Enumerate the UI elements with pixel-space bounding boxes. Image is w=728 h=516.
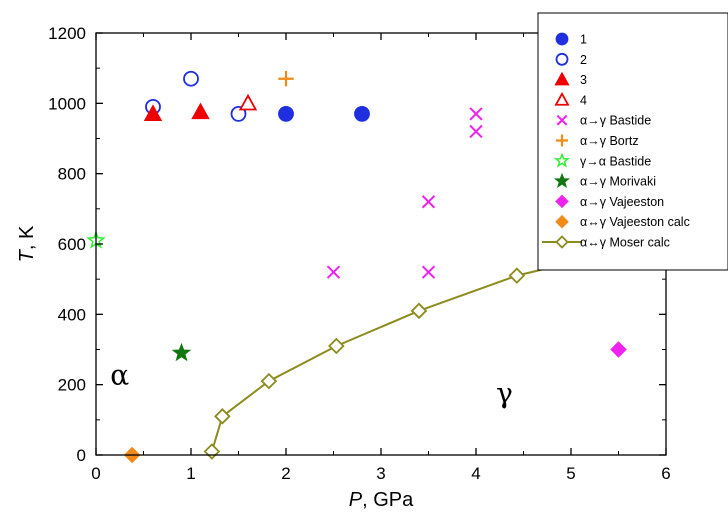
y-tick-label: 200 — [58, 376, 86, 395]
alphatogamma-moser-calc-point-5 — [410, 302, 428, 320]
data-markers — [86, 70, 627, 464]
alphatogamma-bastide-point-5 — [469, 107, 483, 121]
legend-label: 3 — [580, 73, 587, 87]
4-point-1 — [238, 93, 258, 111]
y-tick-label: 0 — [77, 446, 86, 465]
legend: 1 2 3 4 α→γ Bastide α→γ Bortz γ→α Bastide α→γ M… — [537, 12, 728, 271]
x-tick-label: 2 — [281, 464, 290, 483]
legend-marker-alphatogamma-morivaki — [553, 172, 571, 188]
2-point-2 — [183, 70, 199, 87]
3-point-2 — [191, 102, 210, 120]
axis-tick-labels: 0 1 2 3 4 5 6 0 200 400 600 800 1000 1200 — [48, 24, 671, 483]
alphatogamma-moser-calc-point-1 — [203, 443, 221, 460]
x-tick-label: 3 — [376, 464, 385, 483]
alphatogamma-morivaki-point-1 — [171, 342, 192, 362]
alphatogamma-bastide-point-4 — [469, 124, 483, 139]
x-axis-label: P, GPa — [349, 489, 414, 511]
alphatogamma-moser-calc-point-4 — [328, 337, 345, 355]
alphatogamma-moser-calc-line — [210, 257, 591, 452]
x-tick-label: 5 — [566, 464, 575, 483]
legend-label: 2 — [580, 53, 587, 67]
phase-label: α — [110, 359, 129, 392]
legend-marker-2 — [555, 52, 569, 66]
legend-label: α↔γ Vajeeston calc — [580, 215, 690, 229]
y-tick-label: 600 — [58, 235, 86, 254]
legend-label: α↔γ Moser calc — [580, 236, 670, 250]
alphatogamma-bastide-point-2 — [421, 265, 436, 279]
legend-marker-alphatogamma-vajeeston-calc — [555, 214, 569, 229]
legend-label: α→γ Vajeeston — [580, 195, 664, 209]
legend-marker-alphatogamma-bortz — [555, 134, 569, 147]
x-tick-label: 1 — [186, 464, 195, 483]
1-point-2 — [354, 105, 370, 122]
alphatogamma-vajeeston-point-1 — [610, 341, 627, 358]
legend-marker-alphatogamma-vajeeston — [555, 194, 569, 209]
y-tick-label: 400 — [58, 305, 86, 324]
legend-label: γ→α Bastide — [580, 154, 651, 168]
y-tick-label: 1200 — [48, 24, 86, 43]
legend-label: α→γ Bastide — [580, 114, 651, 128]
phase-labels: αγ — [110, 359, 513, 410]
legend-marker-1 — [555, 32, 569, 46]
3-point-1 — [143, 104, 163, 121]
y-tick-label: 800 — [58, 165, 86, 184]
legend-label: 4 — [580, 93, 587, 107]
y-tick-label: 1000 — [48, 94, 86, 113]
legend-label: 1 — [580, 33, 587, 47]
x-tick-label: 6 — [661, 464, 670, 483]
legend-marker-3 — [554, 71, 570, 86]
legend-marker-alphatogamma-bastide — [556, 114, 568, 126]
phase-label: γ — [496, 376, 513, 409]
y-axis-label: T, K — [16, 225, 38, 262]
legend-marker-gammatoalpha-bastide — [553, 152, 571, 168]
legend-marker-4 — [554, 91, 570, 106]
alphatogamma-bastide-point-1 — [326, 265, 341, 279]
legend-marker-alphatogamma-moser-calc — [555, 235, 569, 249]
alphatogamma-moser-calc-point-6 — [508, 267, 526, 284]
1-point-1 — [278, 105, 294, 122]
alphatogamma-moser-calc-point-2 — [214, 408, 231, 425]
x-tick-label: 4 — [471, 464, 480, 483]
x-tick-label: 0 — [91, 464, 100, 483]
legend-label: α→γ Bortz — [580, 134, 639, 148]
legend-box — [537, 12, 728, 271]
alphatogamma-bortz-point-1 — [278, 71, 294, 87]
alphatogamma-bastide-point-3 — [421, 195, 436, 209]
series-lines — [210, 257, 591, 452]
legend-label: α→γ Morivaki — [580, 175, 656, 189]
alphatogamma-moser-calc-point-3 — [260, 372, 278, 390]
